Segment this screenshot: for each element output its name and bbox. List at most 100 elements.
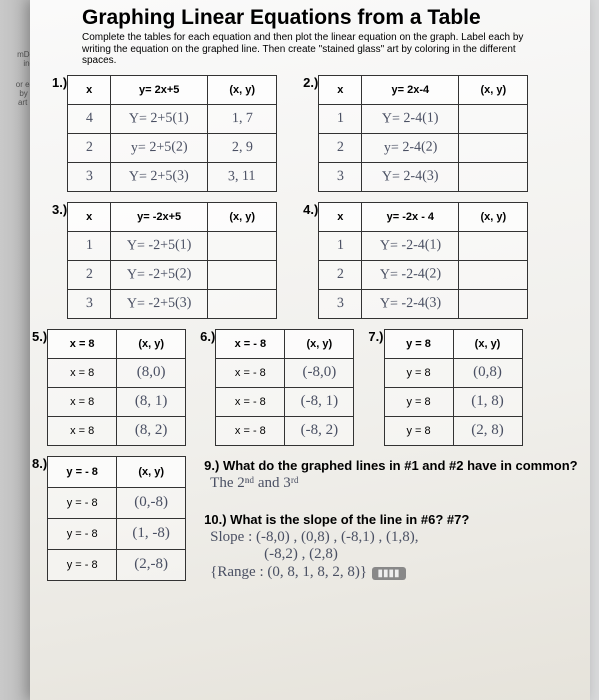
cell-eq: Y= -2-4(3)	[380, 295, 441, 312]
cell-eq: Y= -2+5(2)	[127, 266, 192, 283]
cell-l: y = - 8	[48, 487, 117, 518]
cell-eq: y= 2+5(2)	[131, 139, 188, 156]
cell-x: 1	[337, 110, 344, 126]
cell-l: y = 8	[384, 358, 453, 387]
table-6: x = - 8(x, y) x = - 8(-8,0) x = - 8(-8, …	[215, 329, 354, 446]
cell-x: 3	[86, 295, 93, 311]
cell-xy: 1, 7	[232, 110, 253, 126]
cell-r: (1, -8)	[132, 525, 170, 541]
table-6-number: 6.)	[200, 329, 215, 446]
cell-r: (1, 8)	[471, 393, 504, 409]
cell-r: (2,-8)	[134, 556, 168, 572]
col-xy: (x, y)	[208, 202, 277, 231]
answer-9: The 2ⁿᵈ and 3ʳᵈ	[210, 475, 578, 492]
worksheet-page: Graphing Linear Equations from a Table C…	[30, 0, 590, 700]
cell-l: x = 8	[48, 387, 117, 416]
table-8: y = - 8(x, y) y = - 8(0,-8) y = - 8(1, -…	[47, 456, 186, 581]
cell-x: 3	[337, 168, 344, 184]
table-1-number: 1.)	[52, 75, 67, 192]
table-7: y = 8(x, y) y = 8(0,8) y = 8(1, 8) y = 8…	[384, 329, 523, 446]
cell-xy	[208, 231, 277, 260]
cell-r: (8, 1)	[135, 393, 168, 409]
table-8-number: 8.)	[32, 456, 47, 581]
cell-x: 3	[337, 295, 344, 311]
cell-eq: Y= -2-4(1)	[380, 237, 441, 254]
table-5: x = 8(x, y) x = 8(8,0) x = 8(8, 1) x = 8…	[47, 329, 186, 446]
col-l: x = 8	[48, 329, 117, 358]
cell-x: 4	[86, 110, 93, 126]
cell-x: 2	[86, 266, 93, 282]
cell-eq: Y= -2-4(2)	[380, 266, 441, 283]
cell-xy	[459, 231, 528, 260]
cell-l: y = - 8	[48, 549, 117, 580]
col-l: y = 8	[384, 329, 453, 358]
cell-r: (-8, 2)	[301, 422, 339, 438]
cell-r: (-8,0)	[302, 364, 336, 380]
cell-xy	[459, 260, 528, 289]
answer-10-line3: {Range : (0, 8, 1, 8, 2, 8)}	[210, 564, 367, 580]
question-10: 10.) What is the slope of the line in #6…	[204, 512, 578, 527]
cell-eq: Y= 2+5(3)	[129, 168, 189, 185]
col-r: (x, y)	[285, 329, 354, 358]
cell-x: 2	[86, 139, 93, 155]
col-l: y = - 8	[48, 456, 117, 487]
gutter-text: ine	[0, 59, 34, 68]
cell-eq: Y= 2-4(1)	[382, 110, 439, 127]
col-x: x	[319, 202, 362, 231]
cell-x: 2	[337, 139, 344, 155]
cell-r: (0,8)	[473, 364, 502, 380]
gutter-text: art b	[0, 98, 34, 107]
col-eq: y= 2x-4	[362, 75, 459, 104]
cell-r: (2, 8)	[471, 422, 504, 438]
table-7-number: 7.)	[368, 329, 383, 446]
cell-r: (8, 2)	[135, 422, 168, 438]
cell-l: x = 8	[48, 358, 117, 387]
table-2-number: 2.)	[303, 75, 318, 192]
cell-l: x = - 8	[216, 358, 285, 387]
table-3-number: 3.)	[52, 202, 67, 319]
cell-l: y = - 8	[48, 518, 117, 549]
col-x: x	[68, 202, 111, 231]
cell-x: 1	[86, 237, 93, 253]
col-xy: (x, y)	[459, 75, 528, 104]
cell-l: x = - 8	[216, 416, 285, 445]
gutter-text: or ea	[0, 80, 34, 89]
col-eq: y= -2x+5	[111, 202, 208, 231]
question-9: 9.) What do the graphed lines in #1 and …	[204, 458, 578, 473]
eraser-badge: ▮▮▮▮	[372, 567, 406, 580]
cell-xy	[459, 289, 528, 318]
col-eq: y= 2x+5	[111, 75, 208, 104]
col-xy: (x, y)	[459, 202, 528, 231]
col-l: x = - 8	[216, 329, 285, 358]
cell-l: x = - 8	[216, 387, 285, 416]
table-5-number: 5.)	[32, 329, 47, 446]
gutter-text: by v	[0, 89, 34, 98]
cell-x: 1	[337, 237, 344, 253]
col-xy: (x, y)	[208, 75, 277, 104]
binding-gutter: mDe ine or ea by v art b	[0, 0, 34, 700]
cell-x: 3	[86, 168, 93, 184]
cell-eq: Y= -2+5(1)	[127, 237, 192, 254]
cell-l: y = 8	[384, 387, 453, 416]
cell-xy	[208, 289, 277, 318]
cell-eq: Y= -2+5(3)	[127, 295, 192, 312]
cell-r: (0,-8)	[134, 494, 168, 510]
col-r: (x, y)	[117, 456, 186, 487]
cell-l: y = 8	[384, 416, 453, 445]
answer-10-line2: (-8,2) , (2,8)	[264, 546, 578, 563]
col-r: (x, y)	[117, 329, 186, 358]
gutter-text: mDe	[0, 50, 34, 59]
cell-xy: 2, 9	[232, 139, 253, 155]
table-4-number: 4.)	[303, 202, 318, 319]
cell-l: x = 8	[48, 416, 117, 445]
cell-r: (8,0)	[137, 364, 166, 380]
cell-r: (-8, 1)	[301, 393, 339, 409]
cell-eq: y= 2-4(2)	[384, 139, 438, 156]
cell-eq: Y= 2-4(3)	[382, 168, 439, 185]
cell-xy	[208, 260, 277, 289]
table-3: x y= -2x+5 (x, y) 1 Y= -2+5(1) 2 Y= -2+5(2…	[67, 202, 277, 319]
col-r: (x, y)	[453, 329, 522, 358]
col-x: x	[319, 75, 362, 104]
cell-eq: Y= 2+5(1)	[129, 110, 189, 127]
col-eq: y= -2x - 4	[362, 202, 459, 231]
